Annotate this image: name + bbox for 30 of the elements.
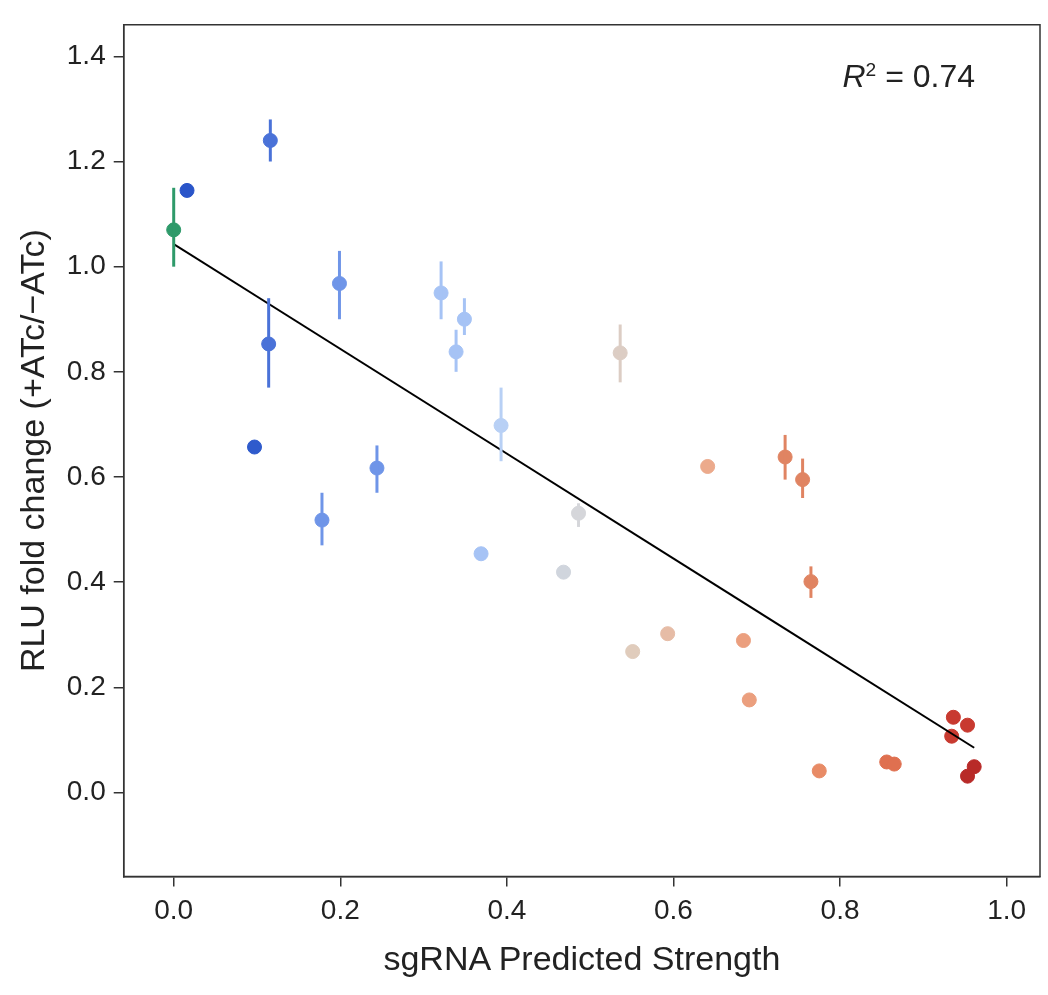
point [625,644,641,660]
point [700,458,716,474]
y-tick-label: 1.0 [66,249,106,281]
x-tick-label: 0.6 [654,894,693,926]
y-tick-label: 0.2 [66,670,106,702]
y-tick-label: 0.4 [66,564,106,596]
y-tick-label: 0.8 [66,354,106,386]
x-tick-label: 0.0 [154,894,194,926]
x-axis-title: sgRNA Predicted Strength [383,938,781,977]
point [473,546,489,562]
point [945,709,961,725]
y-axis-title: RLU fold change (+ATc/−ATc) [12,229,51,673]
y-tick-label: 0.6 [66,459,106,491]
x-tick-label: 1.0 [987,894,1027,926]
point [660,626,676,642]
x-tick-label: 0.2 [320,894,360,926]
point [960,768,976,784]
x-tick-label: 0.4 [487,894,527,926]
point [247,439,262,455]
y-tick-label: 1.2 [66,144,106,176]
point [741,692,757,708]
point [811,763,827,779]
point [556,564,572,580]
point [179,182,195,198]
point [886,756,902,772]
point [735,633,751,649]
y-tick-label: 1.4 [66,39,106,71]
point [960,717,976,733]
y-tick-label: 0.0 [66,775,106,807]
x-tick-label: 0.8 [820,894,860,926]
